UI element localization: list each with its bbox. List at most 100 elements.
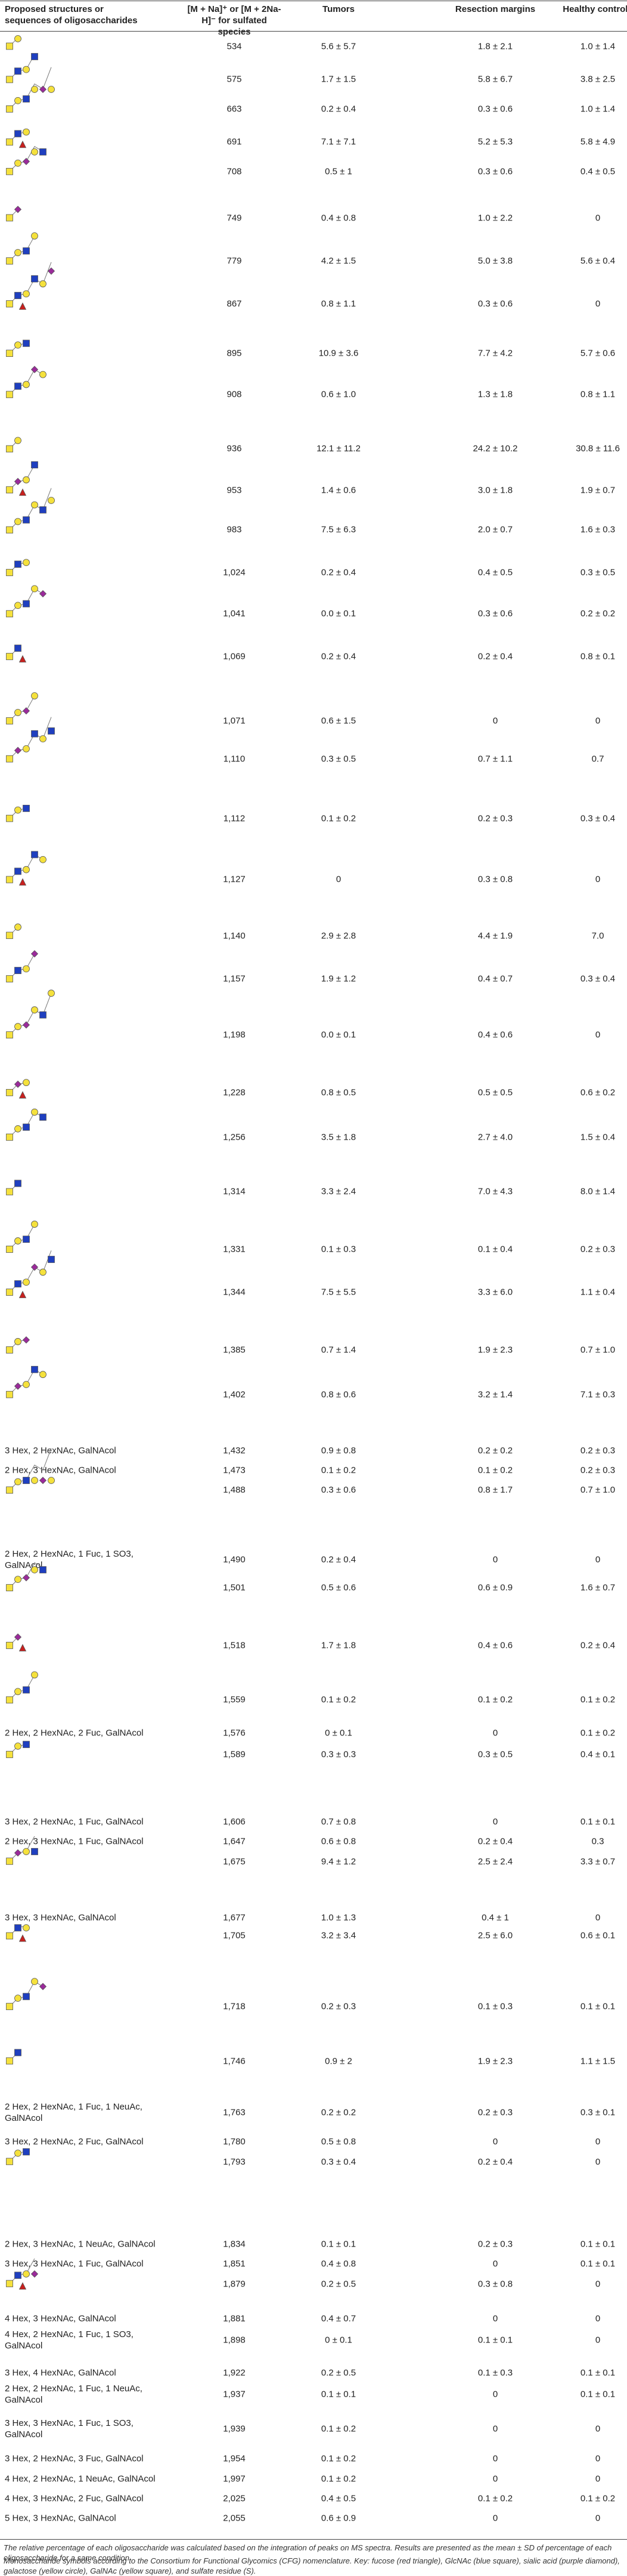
value-cell: 12.1 ± 11.2 bbox=[316, 443, 361, 454]
table-bottom-rule bbox=[0, 2539, 627, 2540]
value-cell: 5.6 ± 0.4 bbox=[580, 256, 616, 266]
value-cell: 5.7 ± 0.6 bbox=[580, 348, 616, 359]
glycan-symbol bbox=[6, 42, 13, 50]
mass-cell: 867 bbox=[226, 298, 242, 309]
mass-cell: 1,488 bbox=[223, 1485, 246, 1495]
value-cell: 5.6 ± 5.7 bbox=[321, 41, 356, 52]
value-cell: 0.5 ± 1 bbox=[325, 166, 352, 177]
glycan-structure bbox=[6, 128, 30, 148]
value-cell: 0.7 ± 0.8 bbox=[321, 1816, 356, 1827]
value-cell: 0.6 ± 0.8 bbox=[321, 1836, 356, 1847]
glycan-symbol bbox=[30, 2270, 39, 2278]
mass-cell: 1,112 bbox=[223, 813, 246, 824]
value-cell: 0.2 ± 0.3 bbox=[580, 1465, 616, 1476]
value-cell: 0.1 ± 0.2 bbox=[321, 1465, 356, 1476]
value-cell: 0 bbox=[595, 1912, 601, 1923]
glycan-structure bbox=[6, 585, 47, 618]
mass-cell: 1,127 bbox=[223, 874, 246, 885]
value-cell: 0 bbox=[492, 2513, 498, 2524]
glycan-symbol bbox=[14, 206, 22, 213]
mass-cell: 1,746 bbox=[223, 2056, 246, 2067]
value-cell: 1.4 ± 0.6 bbox=[321, 485, 356, 496]
glycan-structure bbox=[6, 365, 46, 398]
value-cell: 0 bbox=[595, 213, 601, 223]
mass-cell: 1,939 bbox=[223, 2423, 246, 2434]
glycan-symbol bbox=[6, 815, 13, 822]
value-cell: 0.1 ± 0.2 bbox=[321, 2474, 356, 2484]
glycan-symbol bbox=[22, 1336, 30, 1344]
glycan-symbol bbox=[6, 932, 13, 939]
glycan-structure bbox=[6, 1836, 38, 1865]
glycan-symbol bbox=[23, 965, 30, 972]
glycan-symbol bbox=[14, 341, 21, 349]
header-cell: Proposed structures or sequences of olig… bbox=[5, 4, 138, 26]
value-cell: 3.3 ± 6.0 bbox=[477, 1287, 513, 1298]
glycan-symbol bbox=[31, 1566, 38, 1573]
mass-cell: 1,473 bbox=[223, 1465, 246, 1476]
glycan-symbol bbox=[39, 85, 47, 94]
glycan-bond bbox=[9, 953, 35, 979]
value-cell: 0.4 ± 0.8 bbox=[321, 2258, 356, 2269]
glycan-structure bbox=[6, 262, 55, 310]
glycan-symbol bbox=[14, 291, 21, 299]
glycan-structure bbox=[6, 851, 46, 886]
value-cell: 0.4 ± 0.5 bbox=[321, 2493, 356, 2504]
glycan-bond bbox=[9, 54, 35, 80]
structure-text: 4 Hex, 3 HexNAc, GalNAcol bbox=[5, 2313, 116, 2324]
value-cell: 1.9 ± 2.3 bbox=[477, 1345, 513, 1355]
value-cell: 7.7 ± 4.2 bbox=[477, 348, 513, 359]
value-cell: 7.5 ± 6.3 bbox=[321, 524, 356, 535]
value-cell: 1.6 ± 0.7 bbox=[580, 1582, 616, 1593]
value-cell: 0.2 ± 0.4 bbox=[477, 1836, 513, 1847]
value-cell: 0.3 ± 0.6 bbox=[477, 166, 513, 177]
mass-cell: 1,501 bbox=[223, 1582, 246, 1593]
glycan-symbol bbox=[48, 86, 55, 93]
value-cell: 7.0 ± 4.3 bbox=[477, 1186, 513, 1197]
value-cell: 0.3 ± 0.5 bbox=[477, 1749, 513, 1759]
value-cell: 0 bbox=[492, 715, 498, 726]
glycan-symbol bbox=[14, 1280, 21, 1287]
structure-text: 3 Hex, 2 HexNAc, GalNAcol bbox=[5, 1445, 116, 1456]
glycan-bond bbox=[9, 235, 35, 261]
glycan-symbol bbox=[31, 86, 38, 93]
glycan-symbol bbox=[23, 1686, 30, 1694]
structure-text: 3 Hex, 3 HexNAc, 1 Fuc, GalNAcol bbox=[5, 2258, 144, 2269]
glycan-symbol bbox=[6, 526, 13, 534]
glycan-symbol bbox=[14, 1237, 21, 1245]
value-cell: 7.0 bbox=[591, 931, 604, 941]
value-cell: 0.1 ± 0.2 bbox=[580, 2493, 616, 2504]
value-cell: 0.4 ± 1 bbox=[482, 1912, 509, 1923]
glycan-structure bbox=[6, 1562, 46, 1591]
glycan-symbol bbox=[6, 445, 13, 453]
mass-cell: 908 bbox=[226, 389, 242, 400]
value-cell: 5.8 ± 4.9 bbox=[580, 136, 616, 147]
value-cell: 24.2 ± 10.2 bbox=[473, 443, 518, 454]
glycan-symbol bbox=[31, 52, 38, 60]
glycan-structure bbox=[6, 146, 46, 175]
value-cell: 0.4 ± 0.7 bbox=[477, 973, 513, 984]
glycan-structure bbox=[6, 2049, 21, 2065]
value-cell: 0.4 ± 0.6 bbox=[477, 1640, 513, 1651]
glycan-symbol bbox=[39, 1011, 46, 1019]
value-cell: 0.3 ± 0.6 bbox=[477, 104, 513, 114]
glycan-symbol bbox=[14, 602, 21, 609]
glycan-symbol bbox=[30, 950, 39, 957]
glycan-symbol bbox=[14, 1849, 22, 1857]
glycan-symbol bbox=[31, 1978, 38, 1986]
glycan-symbol bbox=[31, 148, 38, 156]
value-cell: 0.1 ± 0.1 bbox=[580, 2258, 616, 2269]
value-cell: 0.1 ± 0.1 bbox=[580, 2239, 616, 2250]
mass-cell: 1,606 bbox=[223, 1816, 246, 1827]
glycan-symbol bbox=[6, 1088, 13, 1096]
mass-cell: 1,071 bbox=[223, 715, 246, 726]
glycan-symbol bbox=[23, 95, 30, 102]
value-cell: 4.2 ± 1.5 bbox=[321, 256, 356, 266]
glycan-symbol bbox=[23, 476, 30, 484]
value-cell: 0.2 ± 0.2 bbox=[580, 608, 616, 619]
glycan-symbol bbox=[31, 692, 38, 700]
value-cell: 0.3 ± 0.1 bbox=[580, 2107, 616, 2118]
glycan-structure bbox=[6, 2258, 39, 2290]
header-cell: Tumors bbox=[322, 4, 355, 14]
value-cell: 0.2 ± 0.3 bbox=[477, 2107, 513, 2118]
glycan-symbol bbox=[14, 130, 21, 138]
